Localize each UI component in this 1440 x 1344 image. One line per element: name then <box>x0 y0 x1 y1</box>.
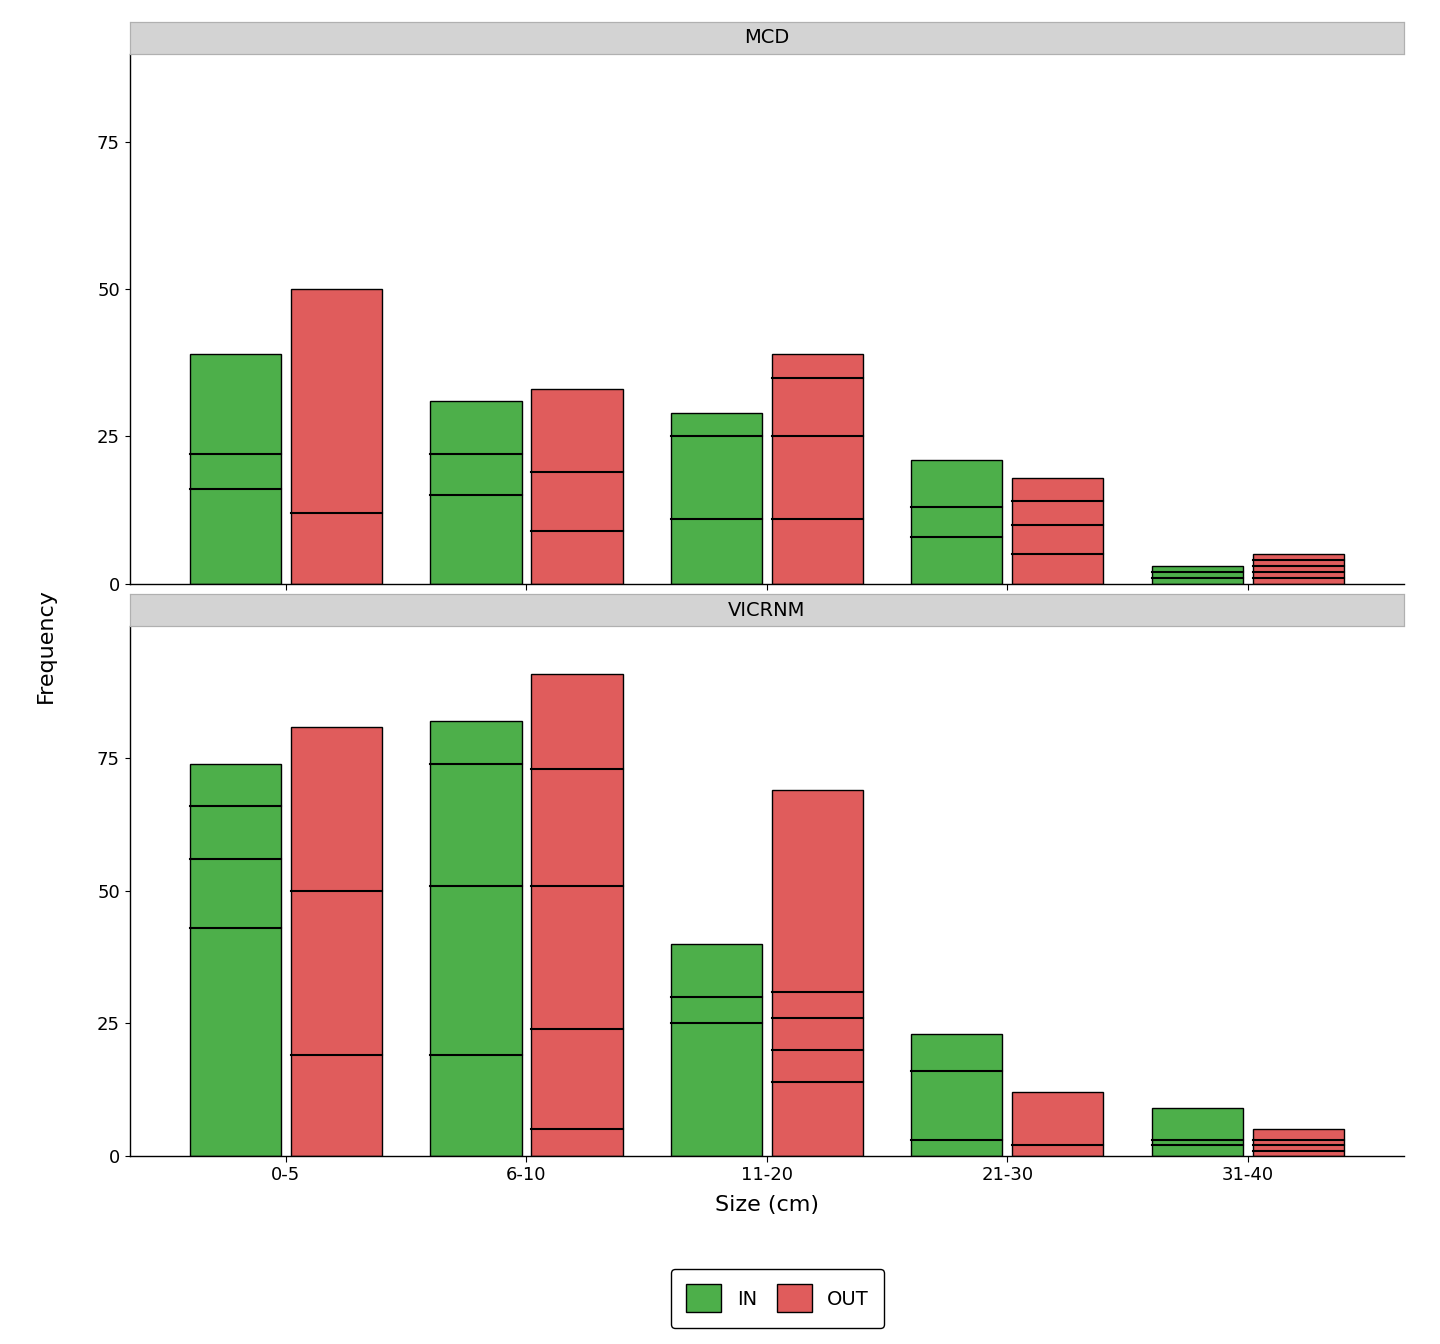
Bar <box>772 790 863 1156</box>
Legend: IN, OUT: IN, OUT <box>671 1269 884 1328</box>
Bar <box>1253 554 1344 583</box>
Text: MCD: MCD <box>744 28 789 47</box>
Bar <box>190 763 281 1156</box>
Bar <box>1253 1129 1344 1156</box>
Bar <box>671 943 762 1156</box>
Bar <box>912 1034 1002 1156</box>
Bar <box>1012 477 1103 583</box>
Bar <box>531 673 622 1156</box>
X-axis label: Size (cm): Size (cm) <box>714 1195 819 1215</box>
FancyBboxPatch shape <box>130 22 1404 54</box>
Bar <box>291 727 382 1156</box>
Bar <box>1012 1093 1103 1156</box>
Bar <box>912 460 1002 583</box>
FancyBboxPatch shape <box>130 594 1404 626</box>
Bar <box>1152 566 1243 583</box>
Text: VICRNM: VICRNM <box>729 601 805 620</box>
Bar <box>1152 1109 1243 1156</box>
Text: Frequency: Frequency <box>36 587 56 703</box>
Bar <box>431 722 521 1156</box>
Bar <box>431 401 521 583</box>
Bar <box>531 390 622 583</box>
Bar <box>291 289 382 583</box>
Bar <box>190 353 281 583</box>
Bar <box>671 413 762 583</box>
Bar <box>772 353 863 583</box>
